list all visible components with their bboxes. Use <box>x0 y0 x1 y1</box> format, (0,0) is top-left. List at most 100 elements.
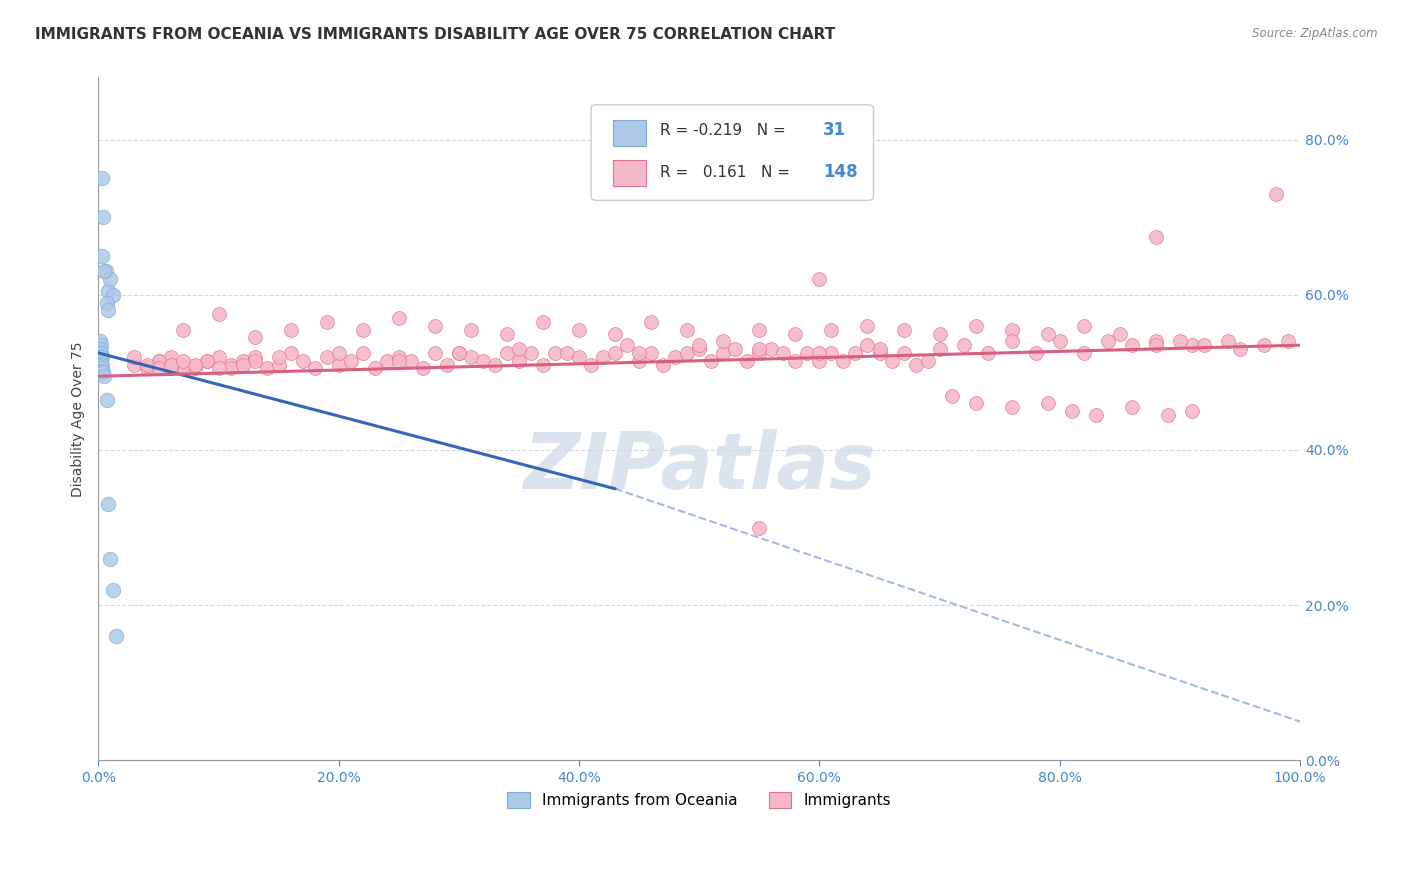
Point <box>496 346 519 360</box>
Point <box>893 346 915 360</box>
Point <box>555 346 578 360</box>
Point <box>412 361 434 376</box>
Point <box>605 326 627 341</box>
Point <box>101 582 124 597</box>
Point <box>785 326 807 341</box>
Point <box>90 346 112 360</box>
Point <box>124 350 146 364</box>
Point <box>820 323 842 337</box>
Point <box>148 353 170 368</box>
Point <box>183 361 205 376</box>
Point <box>1001 323 1024 337</box>
Point <box>195 353 218 368</box>
Point <box>172 358 194 372</box>
Point <box>1157 408 1180 422</box>
Point <box>965 396 987 410</box>
Point <box>89 334 111 349</box>
Point <box>339 353 361 368</box>
Text: 148: 148 <box>823 163 858 181</box>
Point <box>1073 318 1095 333</box>
Text: R =   0.161   N =: R = 0.161 N = <box>659 165 794 179</box>
Point <box>628 353 651 368</box>
Point <box>808 346 831 360</box>
Point <box>135 358 157 372</box>
Point <box>1001 334 1024 349</box>
Point <box>531 315 554 329</box>
Point <box>280 346 302 360</box>
Point <box>159 350 181 364</box>
Point <box>315 350 337 364</box>
Text: 31: 31 <box>823 121 846 139</box>
Point <box>91 171 114 186</box>
Point <box>93 369 115 384</box>
Point <box>364 361 387 376</box>
Bar <box>613 120 647 146</box>
Point <box>90 365 112 379</box>
Point <box>315 315 337 329</box>
Point <box>352 346 374 360</box>
Point <box>89 342 111 356</box>
Point <box>89 350 111 364</box>
Point <box>207 361 229 376</box>
Point <box>159 361 181 376</box>
Point <box>1144 334 1167 349</box>
Point <box>423 318 446 333</box>
Point <box>399 353 422 368</box>
Point <box>219 361 242 376</box>
Point <box>195 353 218 368</box>
Point <box>856 338 879 352</box>
Point <box>496 326 519 341</box>
Point <box>820 346 842 360</box>
Point <box>1049 334 1071 349</box>
Point <box>737 353 759 368</box>
Point <box>97 303 120 318</box>
Point <box>869 342 891 356</box>
Point <box>928 326 950 341</box>
Point <box>90 338 112 352</box>
Point <box>664 350 686 364</box>
Point <box>772 346 794 360</box>
Point <box>688 338 710 352</box>
Point <box>91 210 114 224</box>
Point <box>711 334 734 349</box>
Point <box>267 358 290 372</box>
Point <box>328 358 350 372</box>
Point <box>436 358 458 372</box>
Point <box>148 353 170 368</box>
Point <box>688 342 710 356</box>
Point <box>96 295 118 310</box>
Point <box>952 338 974 352</box>
Point <box>640 315 662 329</box>
Point <box>90 361 112 376</box>
Text: ZIPatlas: ZIPatlas <box>523 429 876 505</box>
Point <box>1216 334 1239 349</box>
Point <box>484 358 506 372</box>
Point <box>232 353 254 368</box>
Point <box>183 358 205 372</box>
Point <box>1036 326 1059 341</box>
Point <box>652 358 675 372</box>
Point <box>748 342 770 356</box>
Point <box>1036 396 1059 410</box>
Point <box>267 350 290 364</box>
Point <box>785 353 807 368</box>
Point <box>304 361 326 376</box>
Point <box>388 311 411 326</box>
Point <box>423 346 446 360</box>
Point <box>94 264 117 278</box>
Point <box>232 358 254 372</box>
Point <box>1144 229 1167 244</box>
Point <box>93 264 115 278</box>
Point <box>508 353 530 368</box>
Point <box>808 272 831 286</box>
Point <box>96 392 118 407</box>
Point <box>105 629 128 643</box>
Point <box>159 358 181 372</box>
Point <box>447 346 470 360</box>
Point <box>243 353 266 368</box>
Point <box>965 318 987 333</box>
Point <box>100 551 122 566</box>
Point <box>280 323 302 337</box>
Point <box>676 323 699 337</box>
Point <box>243 330 266 344</box>
